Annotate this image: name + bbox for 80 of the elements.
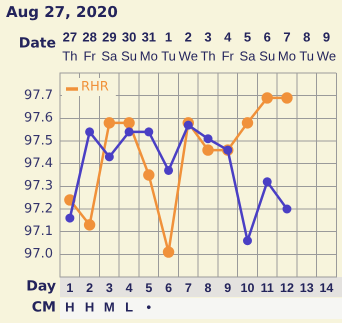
point <box>124 127 134 136</box>
y-tick-label: 97.7 <box>24 88 53 104</box>
y-tick-label: 97.1 <box>24 224 53 240</box>
text: Th <box>200 48 216 64</box>
text: M <box>104 300 115 315</box>
point <box>282 204 292 214</box>
text: H <box>65 300 75 315</box>
y-tick-label: 97.3 <box>24 178 53 194</box>
x-tick-label: 12 <box>280 280 294 295</box>
text: Mo <box>278 48 296 64</box>
point <box>164 166 174 175</box>
point <box>162 246 174 258</box>
point <box>262 92 273 104</box>
point <box>143 169 155 181</box>
x-tick-label: 5 <box>145 280 152 295</box>
text: Tu <box>299 48 314 64</box>
text: 29 <box>102 30 117 45</box>
text: L <box>125 300 134 315</box>
x-tick-label: 7 <box>184 280 192 295</box>
text: 6 <box>264 30 271 45</box>
point <box>85 127 94 136</box>
text: Tu <box>161 48 176 64</box>
x-tick-label: 4 <box>126 280 133 295</box>
text: Fr <box>222 48 235 64</box>
x-tick-label: 14 <box>319 280 334 295</box>
text: 7 <box>283 30 291 45</box>
text: Mo <box>140 48 158 64</box>
text: Th <box>62 48 78 64</box>
chart-title: Aug 27, 2020 <box>6 2 118 21</box>
text: 5 <box>244 30 252 45</box>
y-tick-label: 97.0 <box>24 246 53 262</box>
point <box>123 117 135 129</box>
text: 28 <box>82 30 97 45</box>
y-tick-label: 97.5 <box>24 133 53 148</box>
text: 9 <box>322 30 330 45</box>
point <box>104 117 116 129</box>
text: 3 <box>204 30 212 45</box>
text: We <box>178 48 198 64</box>
point <box>84 219 96 231</box>
text: H <box>84 300 94 315</box>
text: 4 <box>224 30 232 45</box>
text: • <box>146 300 152 315</box>
x-tick-label: 13 <box>300 280 314 295</box>
text: 1 <box>164 30 172 45</box>
y-tick-label: 97.4 <box>24 156 53 172</box>
x-tick-label: 1 <box>66 280 74 295</box>
text: We <box>316 48 336 64</box>
point <box>204 134 213 144</box>
x-tick-label: 9 <box>224 280 232 295</box>
text: 30 <box>122 30 136 45</box>
point <box>281 92 293 104</box>
text: Su <box>121 48 138 64</box>
text: 31 <box>142 30 156 45</box>
text: 2 <box>184 30 192 45</box>
point <box>184 120 193 130</box>
x-axis-title: Day <box>26 278 56 295</box>
x-tick-label: 3 <box>106 280 113 295</box>
text: Date <box>18 36 56 52</box>
text: 27 <box>62 30 78 45</box>
x-tick-label: 11 <box>260 280 274 295</box>
point <box>242 117 254 129</box>
x-tick-label: 6 <box>165 280 172 295</box>
point <box>144 127 154 136</box>
y-tick-label: 97.2 <box>24 201 53 216</box>
point <box>262 177 272 186</box>
y-tick-label: 97.6 <box>24 110 53 126</box>
legend-label: RHR <box>81 79 109 94</box>
x-tick-label: 2 <box>86 280 94 295</box>
text: Fr <box>83 48 96 64</box>
point <box>242 236 252 246</box>
text: Sa <box>101 48 118 64</box>
point <box>202 144 214 156</box>
point <box>65 214 74 223</box>
text: Sa <box>240 48 256 64</box>
x-tick-label: 10 <box>240 280 254 295</box>
x-tick-label: 8 <box>204 280 212 295</box>
text: 8 <box>303 30 310 45</box>
text: CM <box>32 300 56 316</box>
text: Su <box>259 48 276 64</box>
point <box>104 152 114 162</box>
